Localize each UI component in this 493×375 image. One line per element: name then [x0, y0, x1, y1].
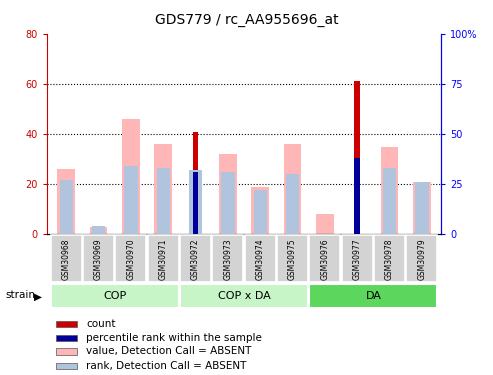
Bar — [251, 187, 269, 234]
Bar — [157, 168, 170, 234]
Text: GSM30973: GSM30973 — [223, 238, 232, 280]
Bar — [56, 321, 77, 327]
Bar — [221, 172, 235, 234]
FancyBboxPatch shape — [51, 236, 82, 282]
Bar — [122, 119, 140, 234]
Text: count: count — [86, 319, 115, 329]
FancyBboxPatch shape — [374, 236, 405, 282]
Text: GSM30968: GSM30968 — [62, 238, 70, 280]
Text: GSM30978: GSM30978 — [385, 238, 394, 280]
Bar — [219, 154, 237, 234]
Bar — [90, 227, 107, 234]
Text: ▶: ▶ — [34, 292, 41, 302]
FancyBboxPatch shape — [83, 236, 114, 282]
Text: GSM30969: GSM30969 — [94, 238, 103, 280]
FancyBboxPatch shape — [180, 236, 211, 282]
FancyBboxPatch shape — [148, 236, 179, 282]
Bar — [413, 182, 431, 234]
Text: COP x DA: COP x DA — [218, 291, 270, 301]
Text: rank, Detection Call = ABSENT: rank, Detection Call = ABSENT — [86, 361, 246, 371]
Bar — [415, 182, 428, 234]
Text: GSM30976: GSM30976 — [320, 238, 329, 280]
Bar — [286, 174, 299, 234]
Bar — [381, 147, 398, 234]
Bar — [354, 81, 360, 234]
Bar — [154, 144, 172, 234]
Bar — [124, 166, 138, 234]
Bar — [354, 158, 360, 234]
Bar — [56, 363, 77, 369]
Bar — [383, 168, 396, 234]
Text: COP: COP — [103, 291, 126, 301]
Text: DA: DA — [365, 291, 381, 301]
FancyBboxPatch shape — [180, 284, 308, 308]
Bar — [193, 132, 199, 234]
Text: value, Detection Call = ABSENT: value, Detection Call = ABSENT — [86, 346, 251, 357]
FancyBboxPatch shape — [342, 236, 373, 282]
Bar — [56, 335, 77, 341]
FancyBboxPatch shape — [212, 236, 244, 282]
Text: GSM30972: GSM30972 — [191, 238, 200, 280]
Bar — [316, 214, 334, 234]
Text: GDS779 / rc_AA955696_at: GDS779 / rc_AA955696_at — [155, 13, 338, 27]
Text: GSM30970: GSM30970 — [126, 238, 136, 280]
Bar — [92, 226, 105, 234]
Text: GSM30974: GSM30974 — [256, 238, 265, 280]
FancyBboxPatch shape — [51, 284, 179, 308]
Bar — [57, 169, 75, 234]
FancyBboxPatch shape — [245, 236, 276, 282]
Text: strain: strain — [5, 291, 35, 300]
Text: GSM30975: GSM30975 — [288, 238, 297, 280]
Text: percentile rank within the sample: percentile rank within the sample — [86, 333, 262, 343]
Bar — [283, 144, 301, 234]
Bar — [189, 170, 202, 234]
FancyBboxPatch shape — [406, 236, 437, 282]
Text: GSM30979: GSM30979 — [418, 238, 426, 280]
Bar — [60, 180, 73, 234]
Text: GSM30977: GSM30977 — [352, 238, 362, 280]
FancyBboxPatch shape — [115, 236, 146, 282]
Text: GSM30971: GSM30971 — [159, 238, 168, 280]
Bar — [193, 172, 199, 234]
Bar — [253, 190, 267, 234]
FancyBboxPatch shape — [309, 284, 437, 308]
FancyBboxPatch shape — [309, 236, 340, 282]
FancyBboxPatch shape — [277, 236, 308, 282]
Bar — [56, 348, 77, 355]
